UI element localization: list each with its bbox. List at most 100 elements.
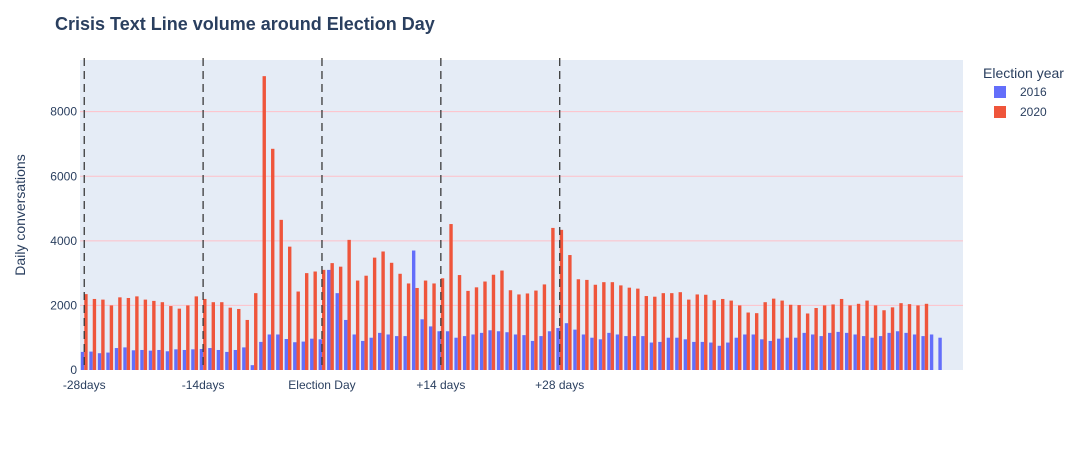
bar-2020: [729, 300, 733, 370]
bar-2020: [644, 296, 649, 370]
bar-2020: [856, 303, 861, 370]
bar-2016: [700, 341, 705, 370]
bar-2020: [738, 305, 742, 370]
bar-2016: [777, 338, 781, 370]
bar-2016: [284, 339, 289, 370]
bar-2020: [457, 275, 462, 370]
chart-title: Crisis Text Line volume around Election …: [55, 14, 435, 34]
bar-2020: [873, 305, 878, 370]
bar-2020: [721, 298, 725, 370]
y-axis-title: Daily conversations: [12, 154, 28, 275]
bar-2016: [437, 331, 441, 370]
bar-2016: [802, 332, 806, 370]
bar-2016: [607, 332, 611, 370]
bar-2020: [746, 312, 750, 370]
bar-2020: [321, 269, 326, 370]
bar-2020: [92, 298, 97, 370]
legend: Election year 2016 2020: [983, 65, 1064, 119]
bar-2016: [895, 331, 900, 370]
bar-2020: [288, 246, 292, 370]
bar-2020: [890, 307, 895, 370]
bar-2016: [666, 337, 671, 370]
bar-2016: [140, 349, 144, 370]
bar-2020: [262, 76, 266, 370]
bar-2020: [135, 296, 139, 370]
bar-2020: [805, 313, 810, 370]
bar-2016: [106, 352, 110, 370]
x-tick-label: +28 days: [535, 378, 584, 392]
bar-2020: [449, 224, 453, 370]
bar-2020: [296, 291, 300, 370]
bar-2020: [152, 300, 156, 370]
bar-2020: [848, 305, 852, 370]
bars: [80, 76, 942, 370]
bar-2020: [398, 273, 402, 370]
bar-2016: [938, 337, 942, 370]
x-tick-label: -14days: [182, 378, 225, 392]
bar-2016: [471, 334, 475, 370]
bar-2020: [194, 296, 199, 370]
bar-2016: [131, 350, 136, 370]
bar-2020: [627, 287, 632, 370]
bar-2020: [203, 298, 207, 370]
bar-2020: [585, 279, 589, 370]
bar-2020: [754, 313, 759, 370]
bar-2020: [661, 293, 665, 370]
bar-2016: [293, 342, 297, 370]
legend-swatch-2016[interactable]: [994, 86, 1006, 98]
bar-2020: [101, 299, 105, 370]
bar-2020: [220, 302, 224, 370]
bar-2020: [610, 282, 615, 370]
bar-2016: [522, 335, 526, 370]
bar-2020: [822, 305, 827, 370]
y-tick-label: 4000: [50, 234, 77, 248]
bar-2016: [301, 341, 305, 370]
bar-2020: [389, 262, 394, 370]
bar-2020: [542, 284, 547, 370]
legend-swatch-2020[interactable]: [994, 106, 1006, 118]
bar-2020: [678, 292, 682, 370]
bar-2016: [861, 336, 866, 370]
bar-2016: [208, 348, 212, 370]
bar-2020: [347, 239, 351, 370]
y-ticks: 0 2000 4000 6000 8000: [50, 105, 77, 377]
bar-2016: [505, 332, 509, 370]
bar-2016: [675, 337, 679, 370]
bar-2016: [191, 349, 195, 370]
bar-2016: [811, 334, 815, 370]
bar-2016: [318, 339, 322, 370]
legend-label-2016[interactable]: 2016: [1020, 85, 1047, 99]
bar-2020: [279, 219, 283, 370]
bar-2020: [313, 271, 317, 370]
bar-2016: [386, 334, 390, 370]
bar-2016: [80, 351, 85, 370]
x-tick-label: -28days: [63, 378, 106, 392]
bar-2016: [539, 336, 543, 370]
bar-2020: [899, 303, 903, 370]
bar-2020: [466, 290, 470, 370]
bar-2020: [330, 263, 334, 370]
bar-2016: [174, 349, 178, 370]
y-tick-label: 0: [70, 363, 77, 377]
bar-2020: [704, 294, 708, 370]
bar-2016: [97, 353, 102, 370]
bar-2020: [839, 298, 844, 370]
bar-2016: [182, 349, 187, 370]
bar-2016: [573, 329, 577, 370]
bar-2016: [335, 293, 339, 370]
bar-2020: [788, 304, 793, 370]
bar-2016: [929, 334, 934, 370]
bar-2020: [687, 299, 691, 370]
bar-2020: [924, 303, 929, 370]
bar-2016: [828, 332, 832, 370]
legend-label-2020[interactable]: 2020: [1020, 105, 1047, 119]
bar-2016: [242, 347, 246, 370]
bar-2016: [513, 334, 518, 370]
bar-2020: [712, 300, 716, 370]
bar-2016: [488, 330, 492, 370]
bar-2020: [797, 305, 801, 370]
bar-2020: [763, 302, 767, 370]
bar-2020: [500, 270, 504, 370]
y-tick-label: 8000: [50, 105, 77, 119]
bar-2016: [887, 332, 891, 370]
